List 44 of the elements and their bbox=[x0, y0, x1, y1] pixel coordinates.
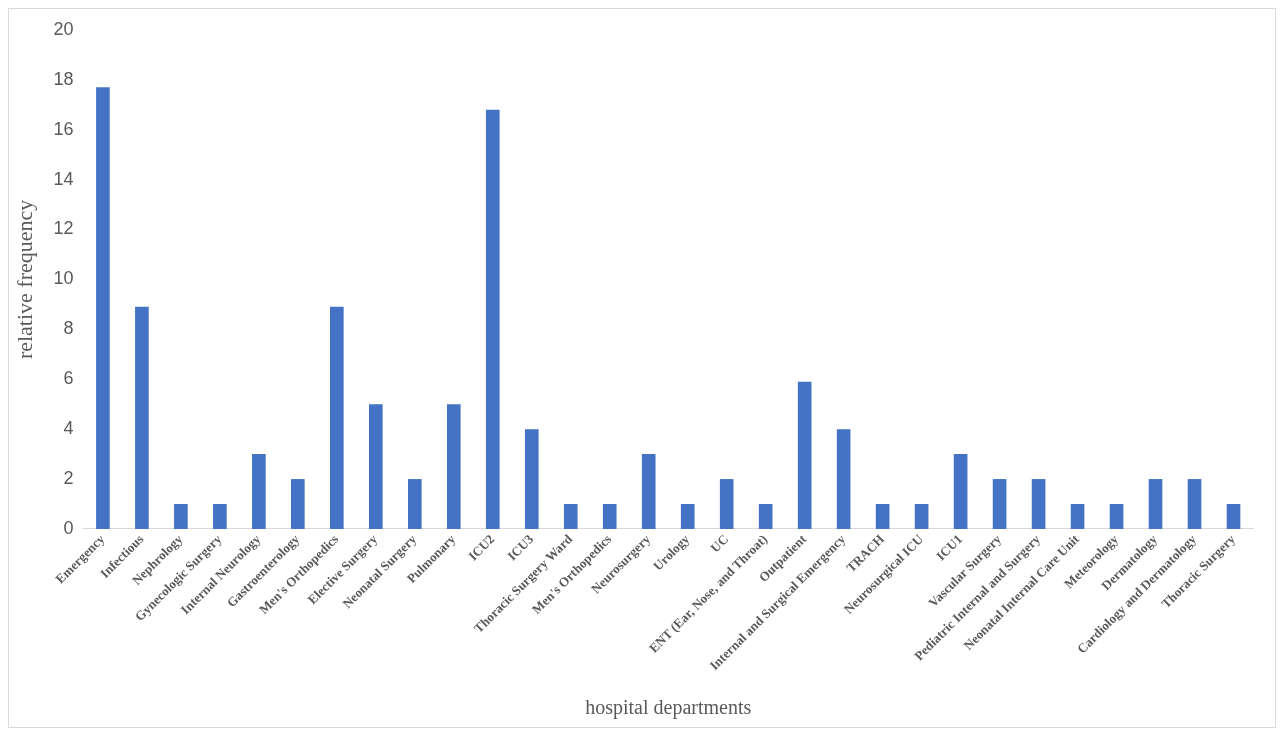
bar bbox=[368, 404, 383, 529]
bar bbox=[836, 429, 851, 529]
bar bbox=[1187, 479, 1202, 529]
bar bbox=[680, 504, 695, 529]
bar bbox=[252, 454, 266, 529]
y-tick-label: 20 bbox=[53, 18, 74, 39]
bar bbox=[875, 504, 890, 529]
bar bbox=[797, 381, 812, 529]
bar bbox=[563, 504, 578, 529]
bar bbox=[953, 454, 968, 529]
y-tick-label: 0 bbox=[63, 517, 74, 538]
y-tick-label: 10 bbox=[53, 268, 74, 289]
x-tick-label: UC bbox=[707, 531, 732, 556]
bar bbox=[407, 479, 422, 529]
bar bbox=[213, 504, 227, 529]
y-tick-label: 18 bbox=[53, 68, 74, 89]
bar bbox=[1109, 504, 1124, 529]
bar bbox=[1226, 504, 1241, 529]
y-tick-label: 6 bbox=[63, 368, 74, 389]
bar bbox=[291, 479, 305, 529]
y-tick-label: 16 bbox=[53, 118, 74, 139]
bar bbox=[1070, 504, 1085, 529]
y-tick-label: 4 bbox=[63, 418, 74, 439]
bar bbox=[992, 479, 1007, 529]
bar bbox=[719, 479, 734, 529]
bar bbox=[174, 504, 188, 529]
bar bbox=[1148, 479, 1163, 529]
bar bbox=[641, 454, 656, 529]
bar bbox=[1031, 479, 1046, 529]
bar bbox=[758, 504, 773, 529]
y-tick-label: 2 bbox=[63, 468, 74, 489]
bar bbox=[524, 429, 539, 529]
bar bbox=[330, 306, 344, 529]
y-axis-title: relative frequency bbox=[11, 199, 37, 360]
bar bbox=[602, 504, 617, 529]
bar bbox=[446, 404, 461, 529]
y-tick-label: 14 bbox=[53, 168, 74, 189]
y-tick-label: 8 bbox=[63, 318, 74, 339]
x-axis-title: hospital departments bbox=[585, 696, 752, 720]
bar bbox=[485, 109, 500, 529]
bar bbox=[914, 504, 929, 529]
bar bbox=[96, 87, 110, 529]
bar bbox=[135, 306, 149, 529]
y-tick-label: 12 bbox=[53, 218, 74, 239]
